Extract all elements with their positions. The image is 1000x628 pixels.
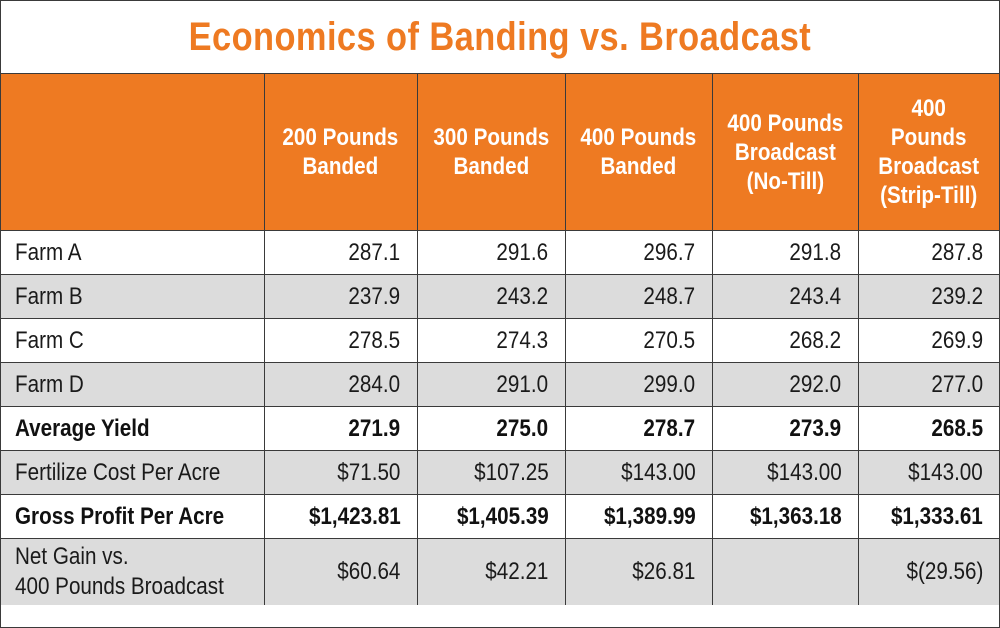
table-cell: $1,363.18	[711, 494, 859, 539]
table-cell: 268.5	[857, 406, 999, 451]
table-cell: $1,389.99	[564, 494, 713, 539]
table-cell: 291.0	[416, 362, 566, 407]
table-cell: 296.7	[564, 230, 713, 275]
table-cell: $1,423.81	[263, 494, 418, 539]
row-label: Average Yield	[1, 406, 265, 451]
table-cell: 243.4	[711, 274, 859, 319]
table-cell: $107.25	[416, 450, 566, 495]
header-cell-row-label	[1, 74, 265, 231]
header-cell-200-banded: 200 Pounds Banded	[263, 74, 418, 231]
row-label: Farm C	[1, 318, 265, 363]
row-label: Farm D	[1, 362, 265, 407]
header-label: 400 Pounds Broadcast (Strip-Till)	[878, 95, 980, 209]
economics-table: 200 Pounds Banded 300 Pounds Banded 400 …	[1, 74, 999, 605]
header-cell-400-broadcast-no-till: 400 Pounds Broadcast (No-Till)	[711, 74, 859, 231]
header-cell-400-broadcast-strip-till: 400 Pounds Broadcast (Strip-Till)	[857, 74, 999, 231]
table-cell: 271.9	[263, 406, 418, 451]
row-label: Farm B	[1, 274, 265, 319]
table-row: Farm B 237.9 243.2 248.7 243.4 239.2	[1, 274, 999, 319]
row-label: Gross Profit Per Acre	[1, 494, 265, 539]
table-cell: 284.0	[263, 362, 418, 407]
table-header: 200 Pounds Banded 300 Pounds Banded 400 …	[1, 74, 999, 231]
table-cell: $143.00	[711, 450, 859, 495]
table-cell: $42.21	[416, 538, 566, 605]
table-row-net-gain: Net Gain vs. 400 Pounds Broadcast $60.64…	[1, 538, 999, 605]
header-label: 300 Pounds Banded	[433, 124, 549, 180]
table-cell: 270.5	[564, 318, 713, 363]
table-body: Farm A 287.1 291.6 296.7 291.8 287.8 Far…	[1, 230, 999, 605]
table-cell: 269.9	[857, 318, 999, 363]
table-cell: 274.3	[416, 318, 566, 363]
table-cell: $60.64	[263, 538, 418, 605]
table-row-average-yield: Average Yield 271.9 275.0 278.7 273.9 26…	[1, 406, 999, 451]
table-row-fertilize-cost: Fertilize Cost Per Acre $71.50 $107.25 $…	[1, 450, 999, 495]
table-cell: 277.0	[857, 362, 999, 407]
table-cell: 287.1	[263, 230, 418, 275]
header-label: 400 Pounds Banded	[580, 124, 697, 180]
table-cell: $1,333.61	[857, 494, 999, 539]
title-bar: Economics of Banding vs. Broadcast	[1, 1, 999, 74]
table-cell: 292.0	[711, 362, 859, 407]
row-label: Fertilize Cost Per Acre	[1, 450, 265, 495]
table-cell: 291.8	[711, 230, 859, 275]
header-cell-300-banded: 300 Pounds Banded	[416, 74, 566, 231]
header-row: 200 Pounds Banded 300 Pounds Banded 400 …	[1, 74, 999, 231]
row-label: Net Gain vs. 400 Pounds Broadcast	[1, 538, 265, 605]
header-cell-400-banded: 400 Pounds Banded	[564, 74, 713, 231]
table-cell: $1,405.39	[416, 494, 566, 539]
table-row: Farm D 284.0 291.0 299.0 292.0 277.0	[1, 362, 999, 407]
table-cell: 273.9	[711, 406, 859, 451]
table-row: Farm C 278.5 274.3 270.5 268.2 269.9	[1, 318, 999, 363]
page-title: Economics of Banding vs. Broadcast	[188, 14, 812, 59]
table-cell: 275.0	[416, 406, 566, 451]
table-cell: $71.50	[263, 450, 418, 495]
table-cell: 248.7	[564, 274, 713, 319]
table-cell: $26.81	[564, 538, 713, 605]
table-cell: 239.2	[857, 274, 999, 319]
table-cell	[711, 538, 859, 605]
row-label: Farm A	[1, 230, 265, 275]
table-cell: 237.9	[263, 274, 418, 319]
table-cell: 243.2	[416, 274, 566, 319]
table-cell: 268.2	[711, 318, 859, 363]
table-cell: 287.8	[857, 230, 999, 275]
table-row-gross-profit: Gross Profit Per Acre $1,423.81 $1,405.3…	[1, 494, 999, 539]
table-cell: $143.00	[564, 450, 713, 495]
header-label: 400 Pounds Broadcast (No-Till)	[727, 109, 843, 195]
header-label: 200 Pounds Banded	[282, 124, 399, 180]
table-cell: 291.6	[416, 230, 566, 275]
table-cell: $(29.56)	[857, 538, 999, 605]
table-cell: 299.0	[564, 362, 713, 407]
table-cell: $143.00	[857, 450, 999, 495]
table-cell: 278.7	[564, 406, 713, 451]
table-row: Farm A 287.1 291.6 296.7 291.8 287.8	[1, 230, 999, 275]
table-cell: 278.5	[263, 318, 418, 363]
